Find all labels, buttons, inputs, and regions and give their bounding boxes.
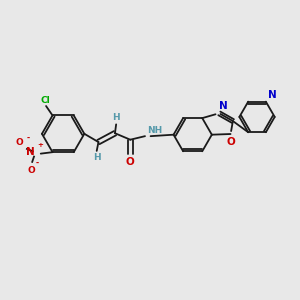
- Text: Cl: Cl: [40, 96, 50, 105]
- Text: O: O: [28, 166, 35, 175]
- Text: +: +: [37, 142, 43, 148]
- Text: N: N: [219, 101, 227, 111]
- Text: O: O: [16, 138, 23, 147]
- Text: N: N: [26, 148, 35, 158]
- Text: -: -: [27, 134, 30, 143]
- Text: H: H: [112, 113, 120, 122]
- Text: NH: NH: [147, 126, 162, 135]
- Text: O: O: [226, 137, 235, 147]
- Text: -: -: [36, 159, 39, 168]
- Text: N: N: [268, 90, 276, 100]
- Text: H: H: [93, 153, 100, 162]
- Text: O: O: [126, 158, 135, 167]
